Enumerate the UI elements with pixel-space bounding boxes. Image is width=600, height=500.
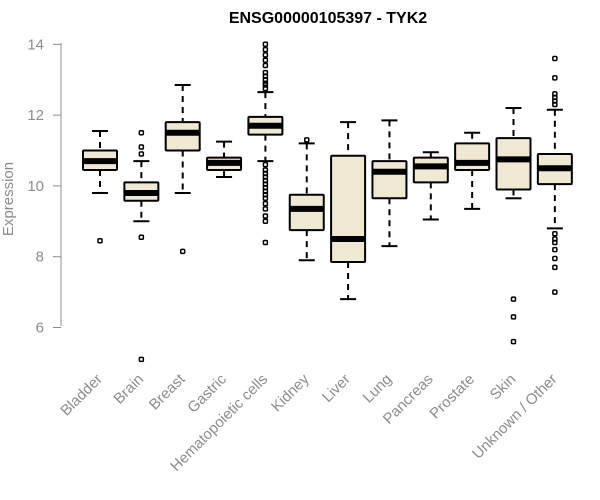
iqr-box bbox=[371, 160, 408, 200]
outlier-point bbox=[138, 234, 145, 240]
outlier-point bbox=[262, 46, 269, 53]
outlier-point bbox=[138, 130, 145, 136]
outlier-point bbox=[138, 144, 145, 150]
category-label-kidney: Kidney bbox=[268, 370, 313, 415]
box-pancreas bbox=[412, 151, 449, 221]
outlier-point bbox=[552, 75, 558, 81]
y-tick-label-12: 12 bbox=[27, 107, 44, 124]
box-skin bbox=[495, 107, 532, 345]
outlier-point bbox=[304, 137, 310, 143]
outlier-point bbox=[138, 151, 145, 157]
outlier-point bbox=[179, 248, 186, 255]
category-label-brain: Brain bbox=[110, 371, 147, 408]
y-tick-label-6: 6 bbox=[36, 320, 44, 337]
box-breast bbox=[164, 84, 201, 255]
outlier-point bbox=[262, 200, 269, 207]
y-tick-label-8: 8 bbox=[36, 249, 44, 266]
category-label-lung: Lung bbox=[360, 371, 396, 407]
outlier-point bbox=[552, 55, 558, 62]
outlier-point bbox=[262, 206, 269, 212]
outlier-point bbox=[262, 218, 269, 225]
outlier-point bbox=[552, 246, 558, 253]
outlier-point bbox=[552, 255, 558, 262]
iqr-box bbox=[412, 156, 449, 184]
outlier-point bbox=[510, 338, 517, 345]
box-brain bbox=[123, 130, 160, 363]
outlier-point bbox=[552, 289, 558, 295]
category-label-liver: Liver bbox=[319, 371, 354, 406]
chart-title: ENSG00000105397 - TYK2 bbox=[229, 10, 427, 27]
box-gastric bbox=[206, 140, 243, 179]
y-axis-ticks: 6 8 10 12 14 bbox=[27, 36, 61, 337]
outlier-point bbox=[262, 239, 269, 246]
box-lung bbox=[371, 119, 408, 248]
iqr-box bbox=[454, 142, 491, 171]
outlier-point bbox=[262, 41, 269, 48]
iqr-box bbox=[288, 193, 325, 232]
box-hematopoietic-cells bbox=[247, 41, 284, 246]
iqr-box bbox=[330, 154, 367, 264]
outlier-point bbox=[552, 230, 558, 237]
y-tick-label-10: 10 bbox=[27, 178, 44, 195]
category-label-skin: Skin bbox=[487, 371, 520, 404]
category-label-prostate: Prostate bbox=[426, 371, 478, 423]
outlier-point bbox=[97, 238, 103, 244]
outlier-point bbox=[262, 195, 269, 202]
iqr-box bbox=[495, 137, 532, 191]
box-liver bbox=[330, 121, 367, 301]
outlier-point bbox=[262, 62, 269, 69]
outlier-point bbox=[552, 264, 558, 271]
iqr-box bbox=[164, 121, 201, 152]
outlier-point bbox=[262, 213, 269, 219]
outlier-point bbox=[552, 101, 558, 108]
outlier-point bbox=[510, 314, 517, 320]
category-label-bladder: Bladder bbox=[57, 371, 106, 420]
y-tick-label-14: 14 bbox=[27, 36, 44, 53]
outlier-point bbox=[262, 85, 269, 92]
box-bladder bbox=[82, 130, 118, 244]
box-series bbox=[82, 41, 573, 363]
outlier-point bbox=[138, 356, 145, 363]
box-kidney bbox=[288, 137, 325, 262]
outlier-point bbox=[262, 52, 269, 58]
box-prostate bbox=[454, 131, 491, 210]
outlier-point bbox=[552, 239, 558, 246]
category-label-breast: Breast bbox=[146, 370, 189, 413]
outlier-point bbox=[262, 57, 269, 63]
box-unknown-other bbox=[536, 55, 573, 295]
y-axis-title: Expression bbox=[0, 162, 17, 236]
outlier-point bbox=[262, 161, 269, 168]
outlier-point bbox=[510, 296, 517, 302]
